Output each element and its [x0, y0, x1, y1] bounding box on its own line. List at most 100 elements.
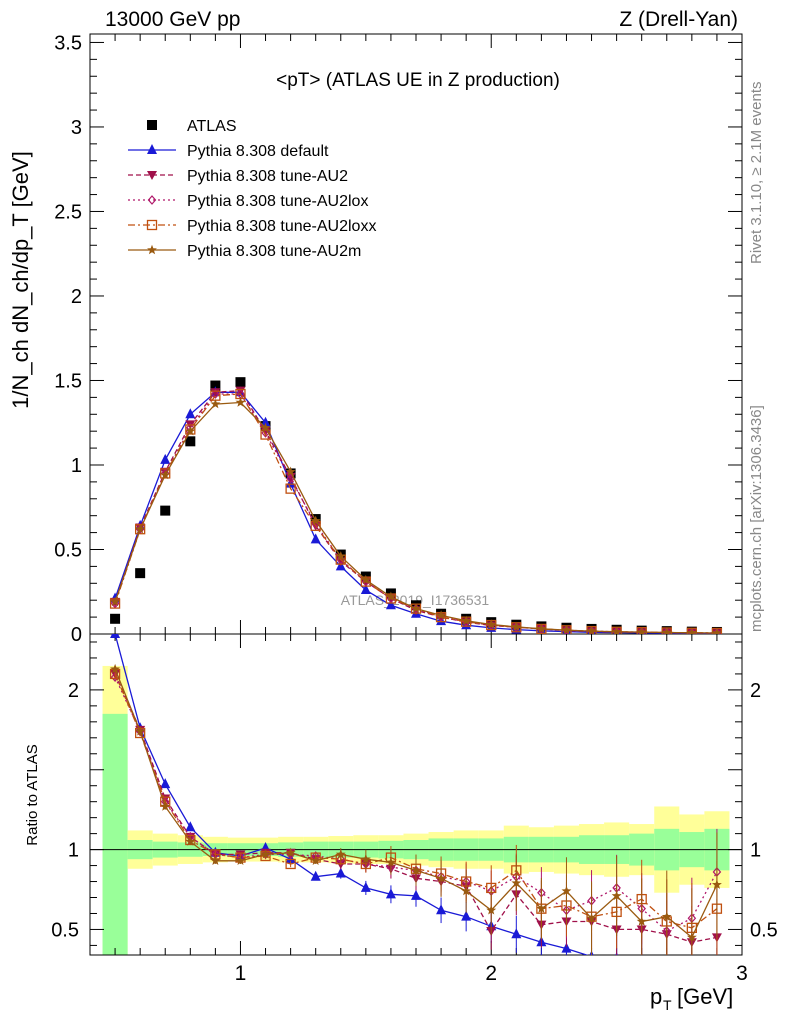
legend-label: Pythia 8.308 default: [187, 143, 329, 160]
ratio-point: [536, 903, 547, 913]
ratio-point: [160, 801, 171, 811]
legend: ATLAS Pythia 8.308 default Pythia 8.308 tu…: [128, 118, 376, 260]
x-tick-label: 2: [485, 962, 497, 985]
ratio-point: [636, 916, 647, 926]
data-point: [611, 626, 622, 634]
data-point: [536, 623, 547, 633]
data-point: [235, 397, 246, 407]
ratio-point: [561, 885, 572, 896]
ratio-point: [662, 957, 672, 967]
y-tick-label: 1.5: [54, 370, 82, 392]
ratio-y-tick-label: 2: [68, 680, 79, 702]
ratio-point: [185, 836, 196, 846]
data-point: [486, 619, 497, 629]
y-tick-label: 1: [71, 455, 82, 477]
data-point: [586, 625, 597, 634]
x-axis-title-sub: T: [663, 997, 672, 1013]
legend-marker: [147, 144, 157, 154]
header-right: Z (Drell-Yan): [619, 8, 738, 31]
data-point: [160, 453, 171, 464]
y-tick-label: 3.5: [54, 32, 82, 54]
ratio-line: [114, 634, 589, 955]
ratio-point: [260, 849, 271, 859]
data-point: [211, 389, 220, 399]
data-point: [310, 533, 321, 544]
ratio-point: [360, 881, 371, 892]
data-point: [210, 398, 221, 409]
data-point: [386, 591, 396, 601]
ratio-point: [235, 855, 246, 865]
series-5: [110, 397, 722, 634]
x-tick-label: 3: [736, 962, 748, 985]
ratio-y-tick-label-right: 1: [750, 840, 761, 862]
data-point: [260, 422, 271, 432]
ratio-point: [712, 879, 722, 889]
ratio-bands: [102, 665, 730, 955]
rivet-label: Rivet 3.1.10, ≥ 2.1M events: [748, 81, 765, 265]
data-point: [185, 436, 196, 447]
header-left: 13000 GeV pp: [105, 8, 241, 31]
ratio-point: [110, 634, 121, 638]
data-point: [260, 416, 271, 427]
ratio-point: [611, 890, 622, 901]
data-point: [335, 551, 346, 561]
y-tick-label: 0: [71, 624, 82, 646]
x-axis-title: p: [650, 984, 662, 1009]
data-point: [160, 505, 171, 516]
ratio-point: [712, 963, 722, 973]
ratio-point: [561, 942, 572, 953]
ratio-point: [486, 905, 497, 915]
ratio-y-tick-label-right: 2: [750, 680, 761, 702]
data-point: [285, 483, 296, 494]
data-point: [686, 627, 697, 634]
data-point: [636, 626, 647, 634]
legend-marker: [146, 219, 158, 231]
legend-marker: [147, 120, 157, 130]
ratio-point: [511, 928, 522, 939]
legend-label: Pythia 8.308 tune-AU2loxx: [187, 218, 376, 235]
y-axis-title: 1/N_ch dN_ch/dp_T [GeV]: [8, 151, 33, 409]
ratio-point: [411, 889, 421, 900]
ratio-point: [360, 854, 371, 864]
watermark: ATLAS_2019_I1736531: [341, 592, 490, 608]
ratio-series-2: [110, 672, 722, 955]
ratio-point: [135, 726, 146, 736]
legend-label: ATLAS: [187, 118, 237, 135]
ratio-point: [385, 888, 396, 899]
ratio-point: [285, 847, 296, 857]
ratio-point: [687, 957, 697, 967]
ratio-y-axis-title: Ratio to ATLAS: [24, 744, 41, 845]
ratio-point: [637, 955, 647, 965]
data-point: [385, 599, 396, 610]
y-tick-label: 2.5: [54, 201, 82, 223]
data-point: [160, 468, 171, 479]
data-point: [185, 424, 196, 435]
data-point: [561, 624, 572, 634]
legend-marker: [147, 244, 157, 255]
data-point: [411, 603, 421, 613]
ratio-series-0: [110, 634, 722, 973]
data-point: [360, 574, 371, 585]
x-tick-label: 1: [235, 962, 247, 985]
ratio-point: [110, 663, 120, 674]
ratio-point: [185, 821, 196, 832]
ratio-point: [586, 913, 597, 923]
y-tick-label: 0.5: [54, 539, 82, 561]
data-point: [235, 377, 246, 388]
ratio-point: [436, 873, 446, 883]
data-point: [210, 380, 221, 391]
legend-label: Pythia 8.308 tune-AU2: [187, 168, 348, 185]
data-point: [285, 466, 296, 476]
ratio-point: [461, 910, 472, 921]
ratio-point: [436, 904, 447, 915]
data-point: [185, 426, 196, 436]
data-point: [110, 613, 121, 624]
band-inner: [102, 713, 128, 955]
ratio-point: [335, 867, 346, 878]
ratio-point: [335, 849, 346, 859]
data-point: [511, 621, 522, 632]
data-point: [661, 627, 672, 634]
ratio-series-group: [109, 634, 723, 973]
ratio-series-4: [110, 663, 722, 955]
